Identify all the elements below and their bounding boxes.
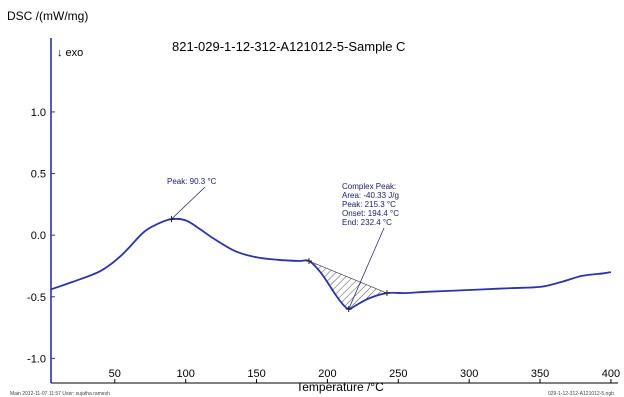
footer-left: Main 2012-11-07 11:57 User: sujatha.rame… [10, 391, 110, 397]
complex-end: End: 232.4 °C [342, 218, 392, 227]
complex-title: Complex Peak: [342, 182, 396, 191]
y-tick-label: -1.0 [27, 353, 46, 365]
y-ticks: 1.0 0.5 0.0 -0.5 -1.0 [27, 107, 55, 365]
x-tick-label: 100 [176, 368, 194, 380]
footer-right: 029-1-12-312-A121012-5.ngb [548, 391, 614, 397]
y-tick-label: 1.0 [31, 107, 46, 119]
x-axis-label: Temperature /°C [296, 380, 384, 394]
complex-marker [383, 290, 390, 297]
y-tick-label: 0.5 [31, 169, 46, 181]
exo-direction-label: ↓ exo [57, 47, 83, 59]
x-tick-label: 250 [389, 368, 407, 380]
x-tick-label: 150 [247, 368, 265, 380]
x-ticks: 50 100 150 200 250 300 350 400 [109, 368, 620, 383]
y-tick-label: 0.0 [31, 230, 46, 242]
x-tick-label: 200 [318, 368, 336, 380]
peak1-leader-line [171, 186, 206, 220]
y-axis-label: DSC /(mW/mg) [7, 9, 88, 23]
y-tick-label: -0.5 [27, 292, 46, 304]
x-tick-label: 300 [460, 368, 478, 380]
complex-peak-hatched-area [308, 260, 388, 310]
complex-marker [305, 258, 312, 265]
complex-leader-line [348, 227, 385, 310]
peak1-annotation: Peak: 90.3 °C [167, 177, 217, 186]
complex-area: Area: -40.33 J/g [342, 191, 399, 200]
chart-title: 821-029-1-12-312-A121012-5-Sample C [172, 39, 405, 54]
complex-onset: Onset: 194.4 °C [342, 209, 399, 218]
x-tick-label: 50 [109, 368, 121, 380]
x-tick-label: 400 [602, 368, 620, 380]
complex-peak: Peak: 215.3 °C [342, 200, 396, 209]
dsc-curve [50, 217, 612, 311]
x-tick-label: 350 [531, 368, 549, 380]
